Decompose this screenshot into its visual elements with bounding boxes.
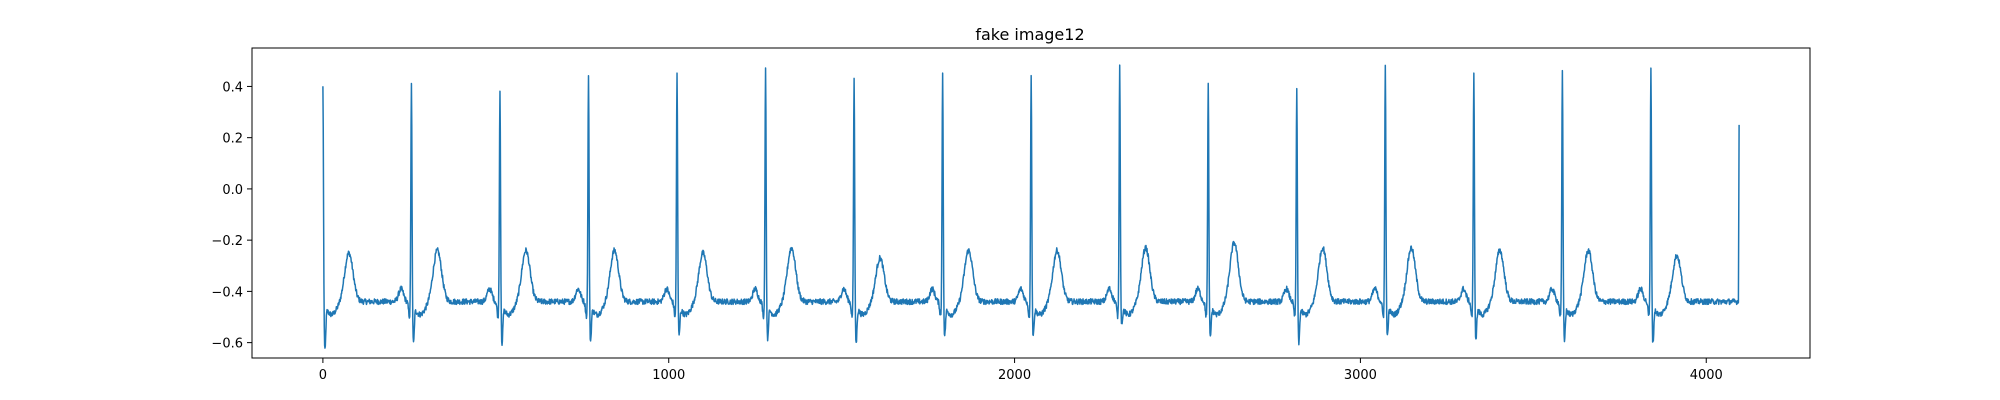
- y-tick-label: −0.4: [211, 285, 243, 300]
- chart-title: fake image12: [975, 25, 1084, 44]
- x-axis: 0 1000 2000 3000 4000: [319, 358, 1723, 383]
- y-tick-label: 0.2: [222, 132, 243, 147]
- plot-area: [251, 47, 1811, 359]
- x-tick-label: 0: [319, 368, 327, 383]
- y-tick-label: −0.2: [211, 234, 243, 249]
- ecg-series-line: [322, 64, 1740, 349]
- x-tick-label: 4000: [1690, 368, 1723, 383]
- plot-frame: [251, 47, 1811, 359]
- y-tick-label: 0.0: [222, 183, 243, 198]
- y-tick-label: −0.6: [211, 337, 243, 352]
- y-axis: −0.6 −0.4 −0.2 0.0 0.2 0.4: [211, 80, 252, 352]
- x-tick-label: 3000: [1344, 368, 1377, 383]
- x-tick-label: 2000: [998, 368, 1031, 383]
- x-tick-label: 1000: [652, 368, 685, 383]
- y-tick-label: 0.4: [222, 80, 243, 95]
